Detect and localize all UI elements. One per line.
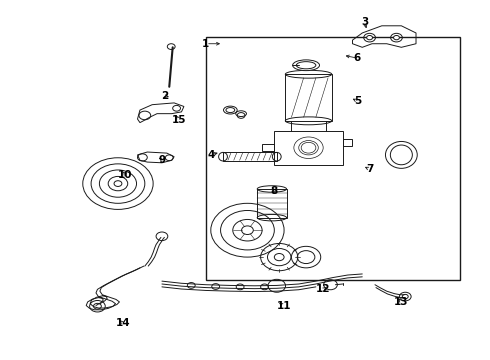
- Bar: [262, 144, 274, 151]
- Circle shape: [367, 36, 372, 40]
- Text: 12: 12: [316, 284, 330, 294]
- Text: 11: 11: [277, 301, 292, 311]
- Ellipse shape: [223, 106, 237, 114]
- Text: 8: 8: [270, 186, 278, 196]
- Bar: [343, 139, 352, 146]
- Bar: [257, 189, 287, 218]
- Text: 9: 9: [158, 155, 166, 165]
- Bar: [285, 74, 332, 121]
- Circle shape: [393, 36, 399, 40]
- Text: 10: 10: [118, 170, 132, 180]
- Text: 5: 5: [354, 96, 361, 106]
- Text: 4: 4: [207, 150, 215, 160]
- Text: 1: 1: [202, 39, 210, 49]
- Text: 2: 2: [161, 91, 168, 101]
- Text: 13: 13: [394, 297, 409, 307]
- Text: 7: 7: [366, 164, 373, 174]
- Ellipse shape: [293, 60, 319, 71]
- Bar: [206, 37, 460, 280]
- Text: 14: 14: [116, 319, 130, 328]
- Bar: [223, 152, 277, 161]
- Text: 6: 6: [354, 53, 361, 63]
- Bar: [274, 131, 343, 165]
- Text: 15: 15: [172, 115, 186, 125]
- Text: 3: 3: [361, 17, 368, 27]
